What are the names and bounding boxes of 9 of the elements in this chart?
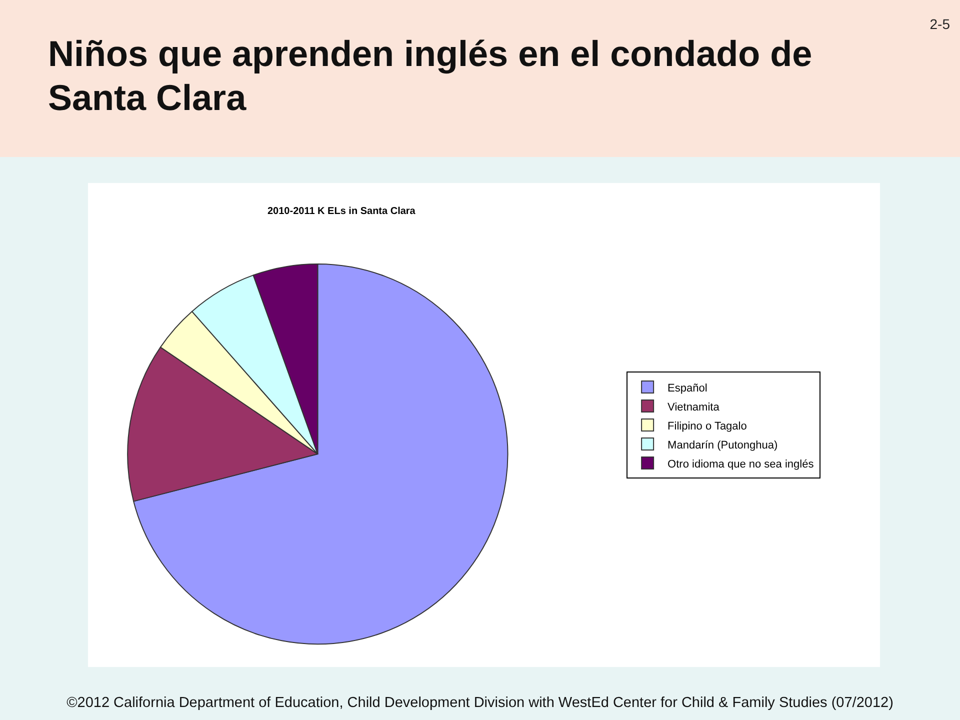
legend-label: Español <box>668 382 708 394</box>
legend-label: Vietnamita <box>668 401 720 414</box>
text: ©2012 California Department of Education, Child Development Division with WestEd Center for Child & Family Studies (07/2012) <box>66 695 894 711</box>
legend-label: Filipino o Tagalo <box>668 420 747 432</box>
legend-label: Otro idioma que no sea inglés <box>668 458 814 470</box>
text: 2-5 <box>930 16 950 32</box>
chart-title: Niños que aprenden inglés en el condado de Santa Clara <box>48 32 814 120</box>
chart-subtitle: 2010-2011 K ELs in Santa Clara <box>268 206 416 218</box>
legend-label: Mandarín (Putonghua) <box>668 439 778 452</box>
